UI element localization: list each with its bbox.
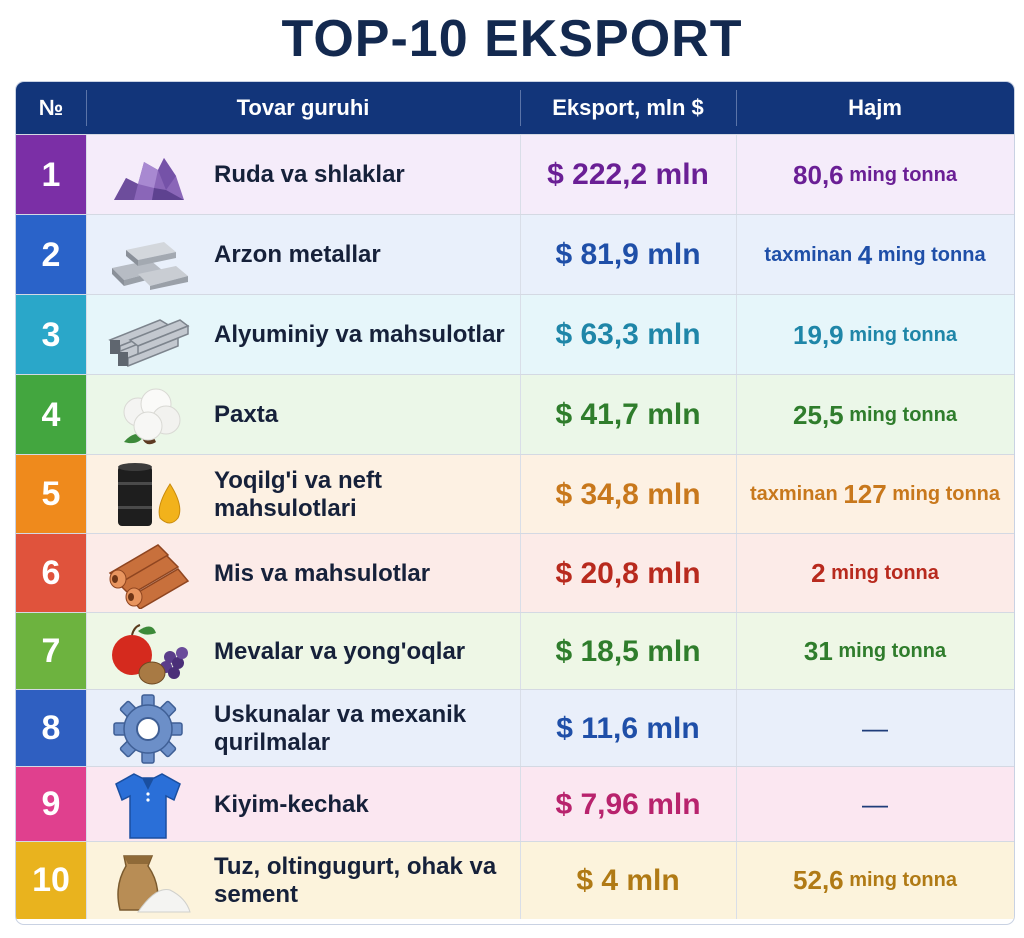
rank-number: 9 [16, 767, 86, 842]
volume-number: 80,6 [793, 159, 844, 190]
volume-value: 31 ming tonna [736, 613, 1014, 690]
rank-number: 2 [16, 215, 86, 295]
volume-unit: ming tonna [832, 640, 947, 662]
table-row: 3 Alyuminiy va mahsulotlar $ 63,3 mln 19,9 … [16, 294, 1014, 375]
volume-value: — [736, 690, 1014, 767]
volume-unit: ming tonna [872, 243, 986, 266]
goods-group-name: Yoqilg'i va neft mahsulotlari [214, 466, 382, 522]
volume-number: 127 [843, 479, 887, 509]
goods-group-name: Tuz, oltingugurt, ohak va sement [214, 852, 497, 908]
export-table: № Tovar guruhi Eksport, mln $ Hajm 1 Ruda… [16, 82, 1014, 924]
cotton-icon [104, 380, 192, 450]
goods-group-name: Arzon metallar [214, 241, 381, 268]
volume-value: 19,9 ming tonna [736, 295, 1014, 375]
rank-number: 10 [16, 842, 86, 919]
volume-unit: ming tonna [886, 483, 1001, 505]
goods-group-name: Ruda va shlaklar [214, 161, 405, 188]
header-goods-group: Tovar guruhi [236, 95, 370, 120]
export-value: $ 11,6 mln [556, 711, 700, 745]
table-header: № Tovar guruhi Eksport, mln $ Hajm [16, 82, 1014, 134]
table-row: 9 Kiyim-kechak $ 7,96 mln — [16, 766, 1014, 842]
volume-number: 2 [811, 558, 826, 588]
header-volume: Hajm [848, 95, 902, 120]
rank-number: 3 [16, 295, 86, 375]
table-row: 2 Arzon metallar $ 81,9 mln taxminan 4 ming… [16, 214, 1014, 295]
export-value: $ 222,2 mln [547, 158, 709, 191]
aluminium-profiles-icon [104, 300, 192, 370]
rank-number: 7 [16, 613, 86, 690]
metal-ingots-icon [104, 220, 192, 290]
fruits-nuts-icon [104, 617, 192, 687]
rank-number: 5 [16, 455, 86, 534]
volume-value: 80,6 ming tonna [736, 135, 1014, 215]
export-value: $ 34,8 mln [555, 477, 701, 511]
header-export: Eksport, mln $ [552, 95, 704, 120]
export-value: $ 7,96 mln [555, 787, 701, 821]
goods-group-name: Paxta [214, 401, 279, 428]
rank-number: 6 [16, 534, 86, 613]
export-value: $ 4 mln [576, 863, 680, 897]
goods-group-name: Kiyim-kechak [214, 790, 369, 818]
volume-number: 4 [857, 239, 873, 270]
volume-value: 25,5 ming tonna [736, 375, 1014, 455]
table-row: 8 Uskunalar va mexanik qurilmalar $ 11,6 m… [16, 689, 1014, 767]
volume-value: 52,6 ming tonna [736, 842, 1014, 919]
table-row: 5 Yoqilg'i va neft mahsulotlari $ 34,8 mln… [16, 454, 1014, 534]
gear-icon [104, 693, 192, 764]
export-value: $ 18,5 mln [555, 634, 701, 668]
ore-rocks-icon [104, 140, 192, 210]
table-row: 6 Mis va mahsulotlar $ 20,8 mln 2 ming tonn… [16, 533, 1014, 613]
volume-unit: ming tonna [843, 869, 957, 891]
volume-number: 31 [803, 636, 833, 666]
export-value: $ 41,7 mln [555, 398, 701, 431]
volume-unit: ming tonna [843, 163, 957, 186]
export-value: $ 20,8 mln [555, 556, 701, 590]
volume-unit: ming tonna [843, 323, 957, 346]
volume-number: 19,9 [793, 319, 844, 350]
polo-shirt-icon [104, 770, 192, 840]
goods-group-name: Mevalar va yong'oqlar [214, 637, 466, 665]
volume-prefix: taxminan [764, 243, 858, 266]
copper-pipes-icon [104, 539, 192, 609]
volume-number: 25,5 [793, 399, 844, 430]
volume-value: — [736, 767, 1014, 842]
volume-number: 52,6 [793, 865, 844, 895]
volume-number: — [862, 713, 888, 743]
header-number: № [38, 95, 64, 120]
volume-number: — [862, 789, 888, 819]
volume-unit: ming tonna [843, 403, 957, 426]
volume-prefix: taxminan [749, 483, 844, 505]
export-value: $ 81,9 mln [555, 238, 701, 271]
volume-unit: ming tonna [825, 562, 939, 584]
oil-barrel-icon [104, 460, 192, 530]
table-row: 10 Tuz, oltingugurt, ohak va sement $ 4 ml… [16, 841, 1014, 919]
goods-group-name: Uskunalar va mexanik qurilmalar [214, 700, 467, 756]
rank-number: 4 [16, 375, 86, 455]
table-row: 4 Paxta $ 41,7 mln 25,5 ming tonna [16, 374, 1014, 455]
table-row: 1 Ruda va shlaklar $ 222,2 mln 80,6 ming to… [16, 134, 1014, 215]
page-title: TOP-10 EKSPORT [281, 10, 743, 68]
export-value: $ 63,3 mln [555, 318, 701, 351]
rank-number: 1 [16, 135, 86, 215]
volume-value: taxminan 127 ming tonna [736, 455, 1014, 534]
goods-group-name: Mis va mahsulotlar [214, 559, 431, 587]
sack-powder-icon [104, 846, 192, 916]
rank-number: 8 [16, 690, 86, 767]
volume-value: taxminan 4 ming tonna [736, 215, 1014, 295]
table-row: 7 Mevalar va yong'oqlar $ 18,5 mln 31 ming … [16, 612, 1014, 690]
goods-group-name: Alyuminiy va mahsulotlar [214, 321, 505, 348]
volume-value: 2 ming tonna [736, 534, 1014, 613]
